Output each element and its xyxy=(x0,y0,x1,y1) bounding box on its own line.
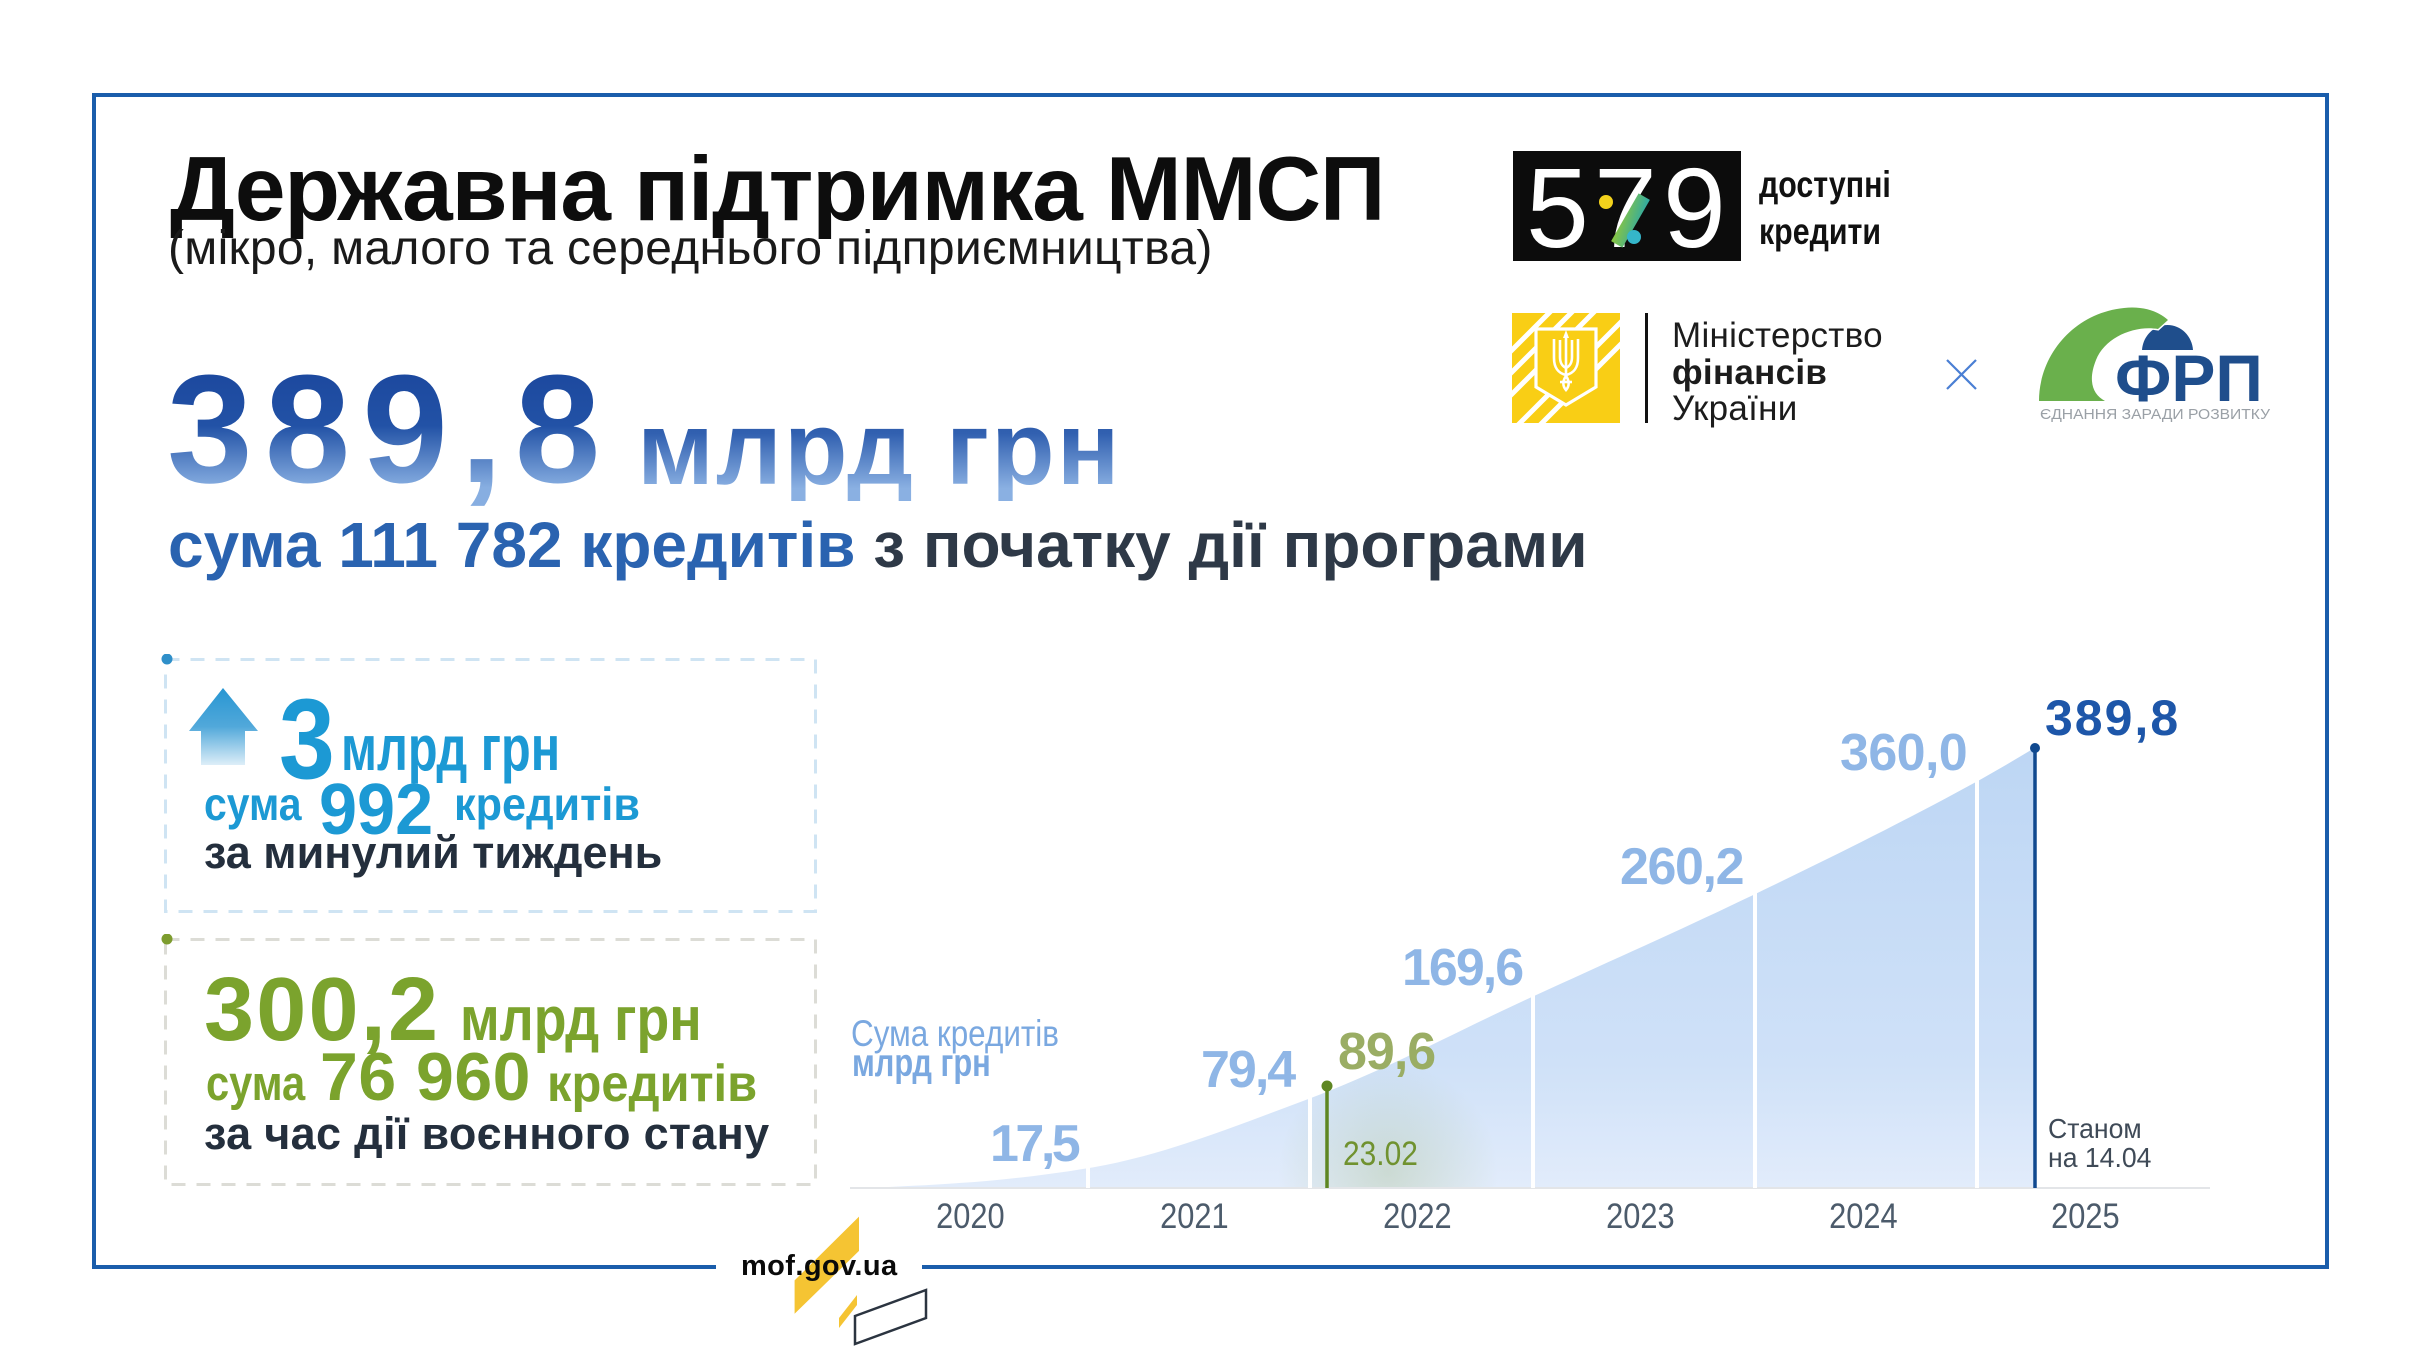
svg-text:5: 5 xyxy=(1526,151,1589,261)
svg-text:9: 9 xyxy=(1663,151,1726,261)
svg-text:ЄДНАННЯ ЗАРАДИ РОЗВИТКУ: ЄДНАННЯ ЗАРАДИ РОЗВИТКУ xyxy=(2040,407,2271,423)
svg-text:ФРП: ФРП xyxy=(2115,341,2263,415)
